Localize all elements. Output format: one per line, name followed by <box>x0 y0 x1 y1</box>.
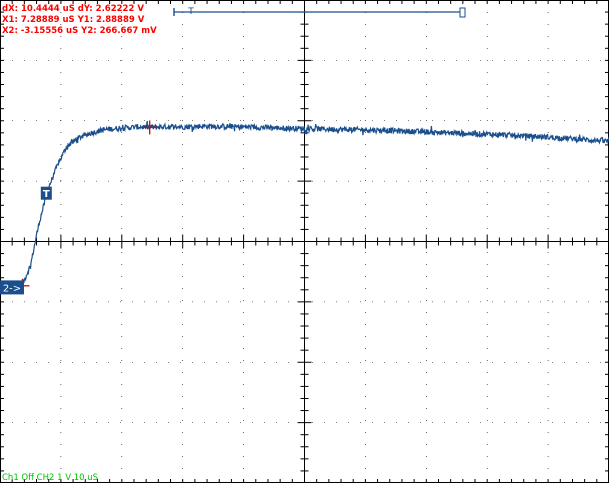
trigger-marker[interactable]: T <box>40 186 52 201</box>
cursor-readout-delta: dX: 10.4444 uS dY: 2.62222 V <box>2 4 144 14</box>
waveform-trace <box>0 120 609 292</box>
cursor-readout-x1-y1: X1: 7.28889 uS Y1: 2.88889 V <box>2 15 145 25</box>
channel-2-marker-label: 2-> <box>3 283 21 294</box>
cursor-readout: dX: 10.4444 uS dY: 2.62222 V X1: 7.28889… <box>2 4 157 36</box>
trigger-marker-label: T <box>43 189 50 200</box>
channel-2-marker-box[interactable] <box>0 280 24 295</box>
cursor-x1-marker[interactable] <box>142 120 157 135</box>
status-bar: Ch1 Off CH2 1 V 10 uS <box>2 473 98 483</box>
channel-2-marker[interactable]: 2-> <box>0 280 24 295</box>
trigger-marker-box[interactable] <box>40 186 52 200</box>
channel-2-trace <box>0 120 609 292</box>
timeline-trigger-label: T <box>187 7 194 17</box>
cursor-readout-x2-y2: X2: -3.15556 uS Y2: 266.667 mV <box>2 26 157 36</box>
timeline-right-handle[interactable] <box>459 7 466 18</box>
trigger-position-timeline[interactable]: T <box>173 7 466 18</box>
